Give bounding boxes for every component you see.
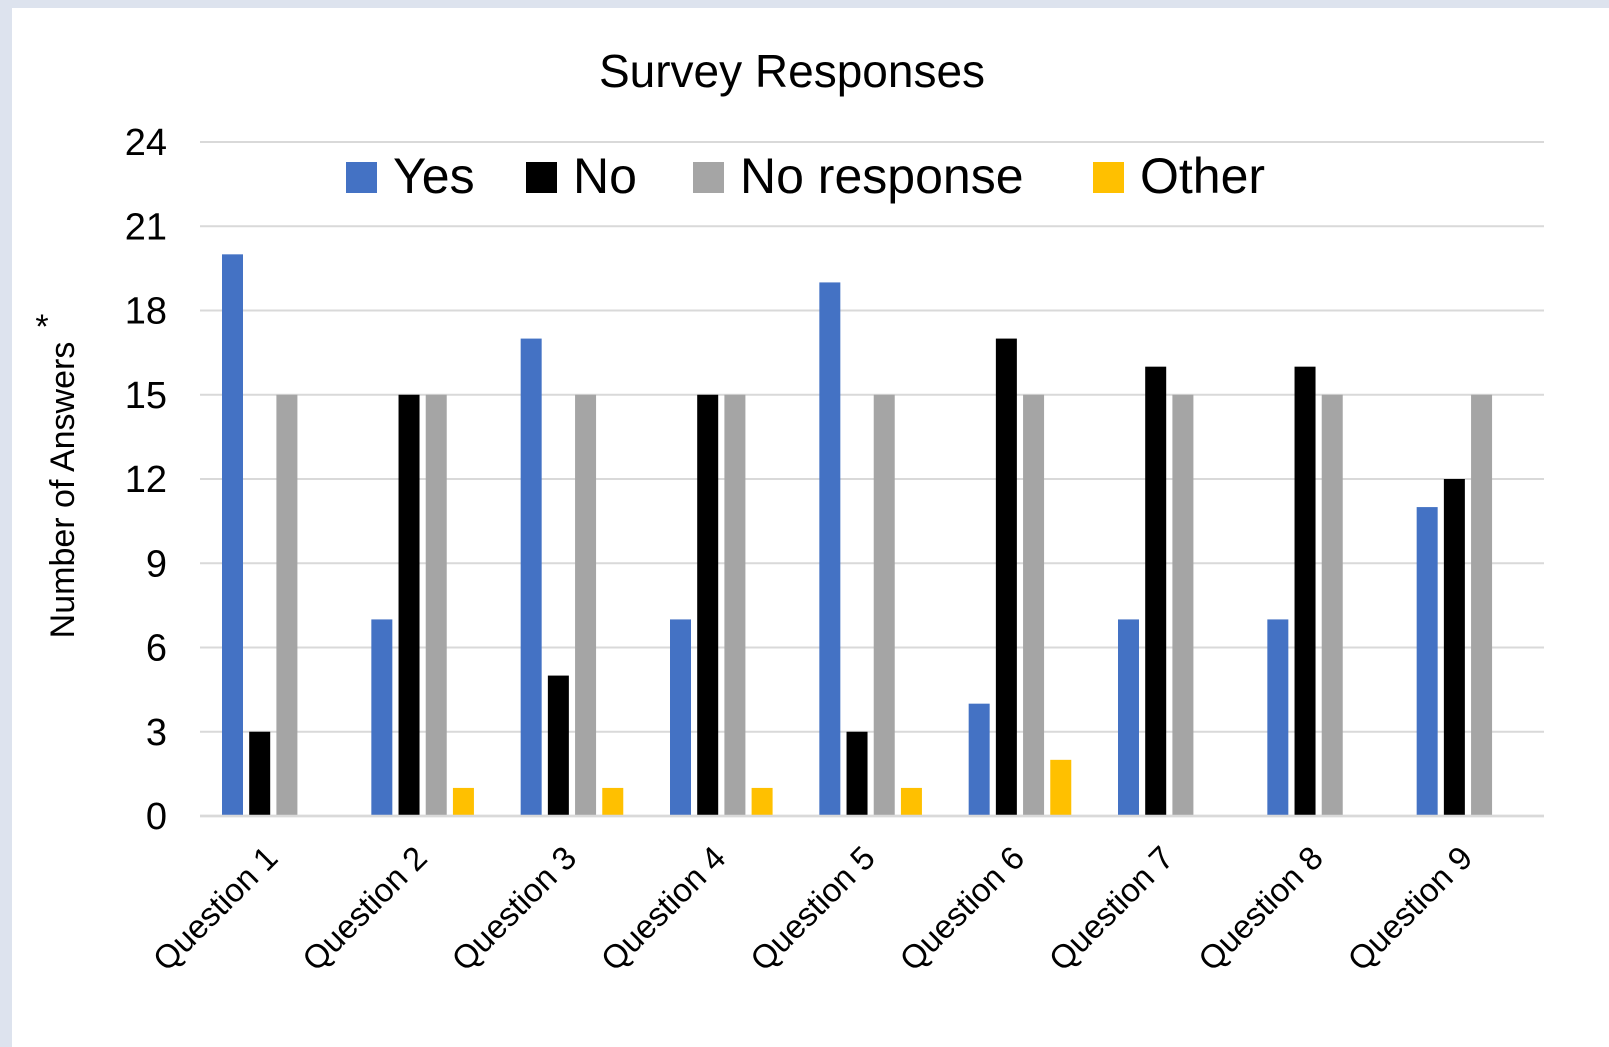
legend-item: Other bbox=[1093, 148, 1265, 204]
bars bbox=[200, 254, 1544, 818]
bar-no bbox=[1443, 479, 1465, 816]
bar-yes bbox=[819, 282, 841, 817]
y-tick-label: 0 bbox=[146, 796, 167, 838]
bar-no-response bbox=[425, 394, 447, 816]
bar-no bbox=[398, 394, 420, 816]
bar-other bbox=[602, 787, 624, 816]
y-axis-label: Number of Answers bbox=[44, 342, 82, 639]
legend-label: Yes bbox=[393, 148, 475, 204]
x-tick-label: Question 4 bbox=[594, 839, 733, 978]
y-tick-label: 3 bbox=[146, 712, 167, 754]
y-axis-ticks: 0 3 6 9 12 15 18 21 24 bbox=[125, 122, 167, 838]
bar-no-response bbox=[276, 394, 298, 816]
y-axis-title: Number of Answers bbox=[44, 342, 82, 639]
legend-swatch bbox=[346, 162, 377, 193]
bar-no bbox=[1145, 366, 1167, 816]
legend-swatch bbox=[1093, 162, 1124, 193]
bar-yes bbox=[520, 338, 542, 816]
bar-yes bbox=[670, 619, 691, 816]
bar-no-response bbox=[724, 394, 746, 816]
bar-no-response bbox=[873, 394, 895, 816]
bar-no bbox=[249, 731, 271, 816]
bar-no bbox=[995, 338, 1017, 816]
legend-label: Other bbox=[1140, 148, 1265, 204]
legend-label: No response bbox=[740, 148, 1024, 204]
x-tick-label: Question 7 bbox=[1042, 839, 1181, 978]
bar-no-response bbox=[1471, 394, 1493, 816]
bar-chart: Survey Responses 0 3 6 9 12 15 18 21 24 Question… bbox=[35, 45, 1544, 978]
x-tick-label: Question 1 bbox=[146, 839, 285, 978]
chart-title: Survey Responses bbox=[599, 45, 985, 97]
legend: Yes No No response Other bbox=[346, 148, 1265, 204]
y-tick-label: 9 bbox=[146, 543, 167, 585]
y-tick-label: 24 bbox=[125, 122, 167, 164]
y-axis-label-marker: * bbox=[35, 308, 48, 346]
bar-no-response bbox=[1172, 394, 1194, 816]
bar-yes bbox=[968, 703, 990, 816]
bar-yes bbox=[222, 254, 243, 817]
bar-no bbox=[846, 731, 868, 816]
x-tick-label: Question 3 bbox=[444, 839, 583, 978]
y-tick-label: 6 bbox=[146, 628, 167, 670]
x-tick-label: Question 2 bbox=[295, 839, 434, 978]
bar-yes bbox=[1416, 507, 1438, 816]
y-tick-label: 15 bbox=[125, 375, 167, 417]
bar-other bbox=[1050, 759, 1072, 816]
bar-other bbox=[452, 787, 474, 816]
legend-swatch bbox=[526, 162, 557, 193]
bar-no-response bbox=[1321, 394, 1343, 816]
bar-no-response bbox=[1023, 394, 1045, 816]
bar-yes bbox=[1267, 619, 1289, 816]
bar-other bbox=[751, 787, 773, 816]
bar-no-response bbox=[575, 394, 597, 816]
bar-no bbox=[1294, 366, 1316, 816]
x-axis-ticks: Question 1 Question 2 Question 3 Question 4… bbox=[146, 839, 1480, 978]
legend-item: No bbox=[526, 148, 637, 204]
bar-no bbox=[547, 675, 569, 816]
legend-label: No bbox=[573, 148, 637, 204]
y-tick-label: 21 bbox=[125, 206, 167, 248]
y-tick-label: 18 bbox=[125, 291, 167, 333]
x-tick-label: Question 9 bbox=[1340, 839, 1479, 978]
chart-card: Survey Responses 0 3 6 9 12 15 18 21 24 Question… bbox=[12, 8, 1609, 1047]
gridlines bbox=[200, 141, 1544, 818]
bar-yes bbox=[371, 619, 393, 816]
x-tick-label: Question 8 bbox=[1191, 839, 1330, 978]
bar-no bbox=[697, 394, 719, 816]
bar-other bbox=[900, 787, 922, 816]
legend-item: Yes bbox=[346, 148, 475, 204]
x-tick-label: Question 5 bbox=[743, 839, 882, 978]
x-tick-label: Question 6 bbox=[892, 839, 1031, 978]
legend-item: No response bbox=[693, 148, 1024, 204]
y-tick-label: 12 bbox=[125, 459, 167, 501]
legend-swatch bbox=[693, 162, 724, 193]
bar-yes bbox=[1118, 619, 1139, 816]
